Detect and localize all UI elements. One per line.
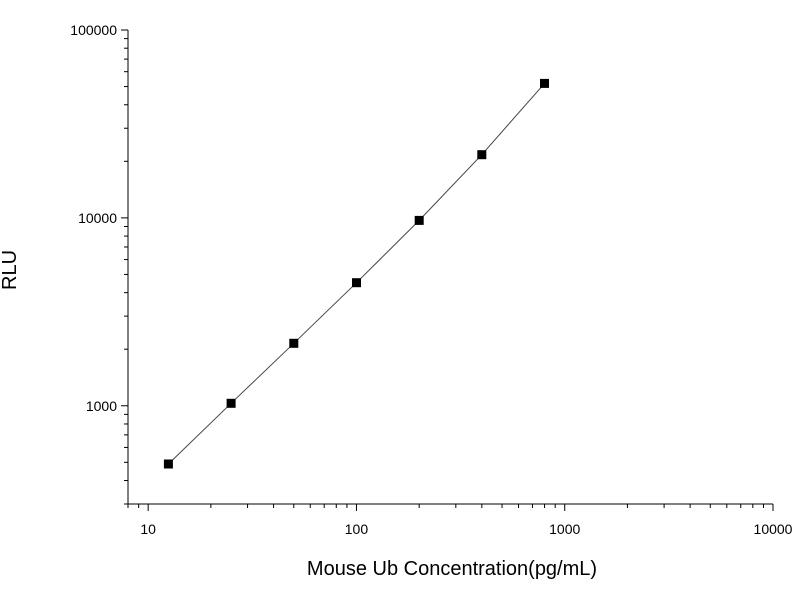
fit-line: [168, 83, 545, 465]
x-tick-label: 10000: [754, 521, 793, 537]
y-tick-label: 10000: [78, 210, 117, 226]
data-point: [352, 278, 361, 288]
series-layer: [163, 78, 549, 469]
plot-area: [127, 30, 773, 505]
data-point: [414, 215, 424, 225]
y-tick-label: 100000: [70, 22, 117, 38]
data-point: [289, 338, 299, 348]
x-axis-title: Mouse Ub Concentration(pg/mL): [307, 558, 597, 580]
data-point: [163, 459, 173, 469]
x-tick-label: 1000: [549, 521, 580, 537]
x-tick-label: 100: [345, 521, 369, 537]
data-point: [226, 398, 236, 408]
x-axis-ticks: [127, 504, 774, 511]
data-point: [540, 78, 549, 88]
x-tick-label: 10: [140, 521, 156, 537]
data-point: [477, 150, 487, 160]
y-axis-title: RLU: [0, 250, 21, 290]
y-axis-tick-labels: 1000 10000 100000: [70, 22, 117, 414]
y-axis-ticks: [121, 29, 128, 505]
y-tick-label: 1000: [86, 398, 117, 414]
x-axis-tick-labels: 10 100 1000 10000: [140, 521, 792, 537]
